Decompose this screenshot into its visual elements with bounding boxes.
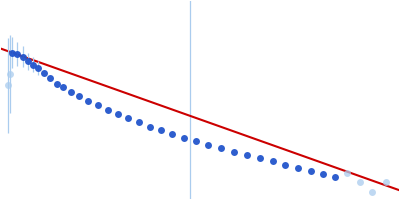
Point [308,169,314,172]
Point [8,51,15,54]
Point [331,175,338,178]
Point [115,112,122,115]
Point [24,60,31,63]
Point [231,150,237,153]
Point [46,77,53,80]
Point [5,84,11,87]
Point [369,191,376,194]
Point [357,180,364,184]
Point [125,117,132,120]
Point [256,156,263,159]
Point [20,55,26,58]
Point [181,136,187,140]
Point [95,104,102,107]
Point [294,167,301,170]
Point [53,82,60,85]
Point [68,91,75,94]
Point [136,121,142,124]
Point [270,160,276,163]
Point [60,85,67,89]
Point [29,63,36,66]
Point [158,129,164,132]
Point [147,125,153,128]
Point [218,147,224,150]
Point [7,72,13,76]
Point [40,72,47,75]
Point [319,173,326,176]
Point [282,163,288,166]
Point [205,143,211,147]
Point [344,171,351,174]
Point [383,180,390,184]
Point [244,154,250,157]
Point [193,140,199,143]
Point [34,66,41,70]
Point [85,99,92,102]
Point [169,132,175,135]
Point [105,109,112,112]
Point [76,94,83,97]
Point [14,53,20,56]
